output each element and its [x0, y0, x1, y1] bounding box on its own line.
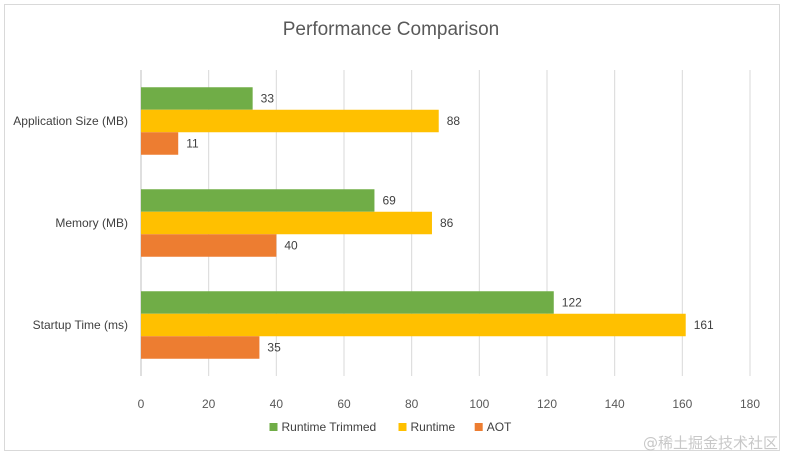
legend-label: Runtime Trimmed	[282, 420, 377, 434]
legend-swatch	[269, 423, 278, 431]
bar	[141, 336, 260, 359]
x-tick-label: 20	[202, 397, 216, 411]
labels: 0 20 40 60 80 100 120 140 160 180 Application Size…	[13, 92, 760, 412]
x-tick-label: 160	[672, 397, 692, 411]
bars	[141, 87, 686, 359]
x-tick-label: 40	[270, 397, 284, 411]
legend: Runtime Trimmed Runtime AOT	[269, 420, 512, 434]
data-label: 40	[284, 239, 298, 253]
category-label: Memory (MB)	[55, 216, 128, 230]
data-label: 161	[694, 318, 714, 332]
legend-swatch	[474, 423, 483, 431]
x-tick-label: 100	[469, 397, 489, 411]
chart-title: Performance Comparison	[283, 19, 499, 40]
bar	[141, 189, 375, 212]
bar	[141, 132, 179, 155]
bar	[141, 291, 554, 314]
legend-swatch	[398, 423, 407, 431]
x-tick-label: 80	[405, 397, 419, 411]
data-label: 69	[382, 194, 396, 208]
legend-label: AOT	[487, 420, 512, 434]
x-tick-label: 120	[537, 397, 557, 411]
bar	[141, 211, 432, 235]
x-tick-label: 180	[740, 397, 760, 411]
bar	[141, 234, 277, 257]
data-label: 86	[440, 216, 454, 230]
watermark: @稀土掘金技术社区	[642, 434, 778, 452]
data-label: 35	[267, 341, 281, 355]
x-tick-label: 140	[605, 397, 625, 411]
legend-label: Runtime	[411, 420, 456, 434]
data-label: 122	[562, 296, 582, 310]
category-label: Startup Time (ms)	[33, 318, 128, 332]
data-label: 11	[186, 137, 199, 151]
bar	[141, 87, 253, 110]
x-tick-label: 60	[337, 397, 351, 411]
bar	[141, 109, 439, 133]
x-tick-label: 0	[138, 397, 145, 411]
bar	[141, 313, 686, 337]
data-label: 88	[447, 114, 461, 128]
data-label: 33	[261, 92, 275, 106]
category-label: Application Size (MB)	[13, 114, 128, 128]
